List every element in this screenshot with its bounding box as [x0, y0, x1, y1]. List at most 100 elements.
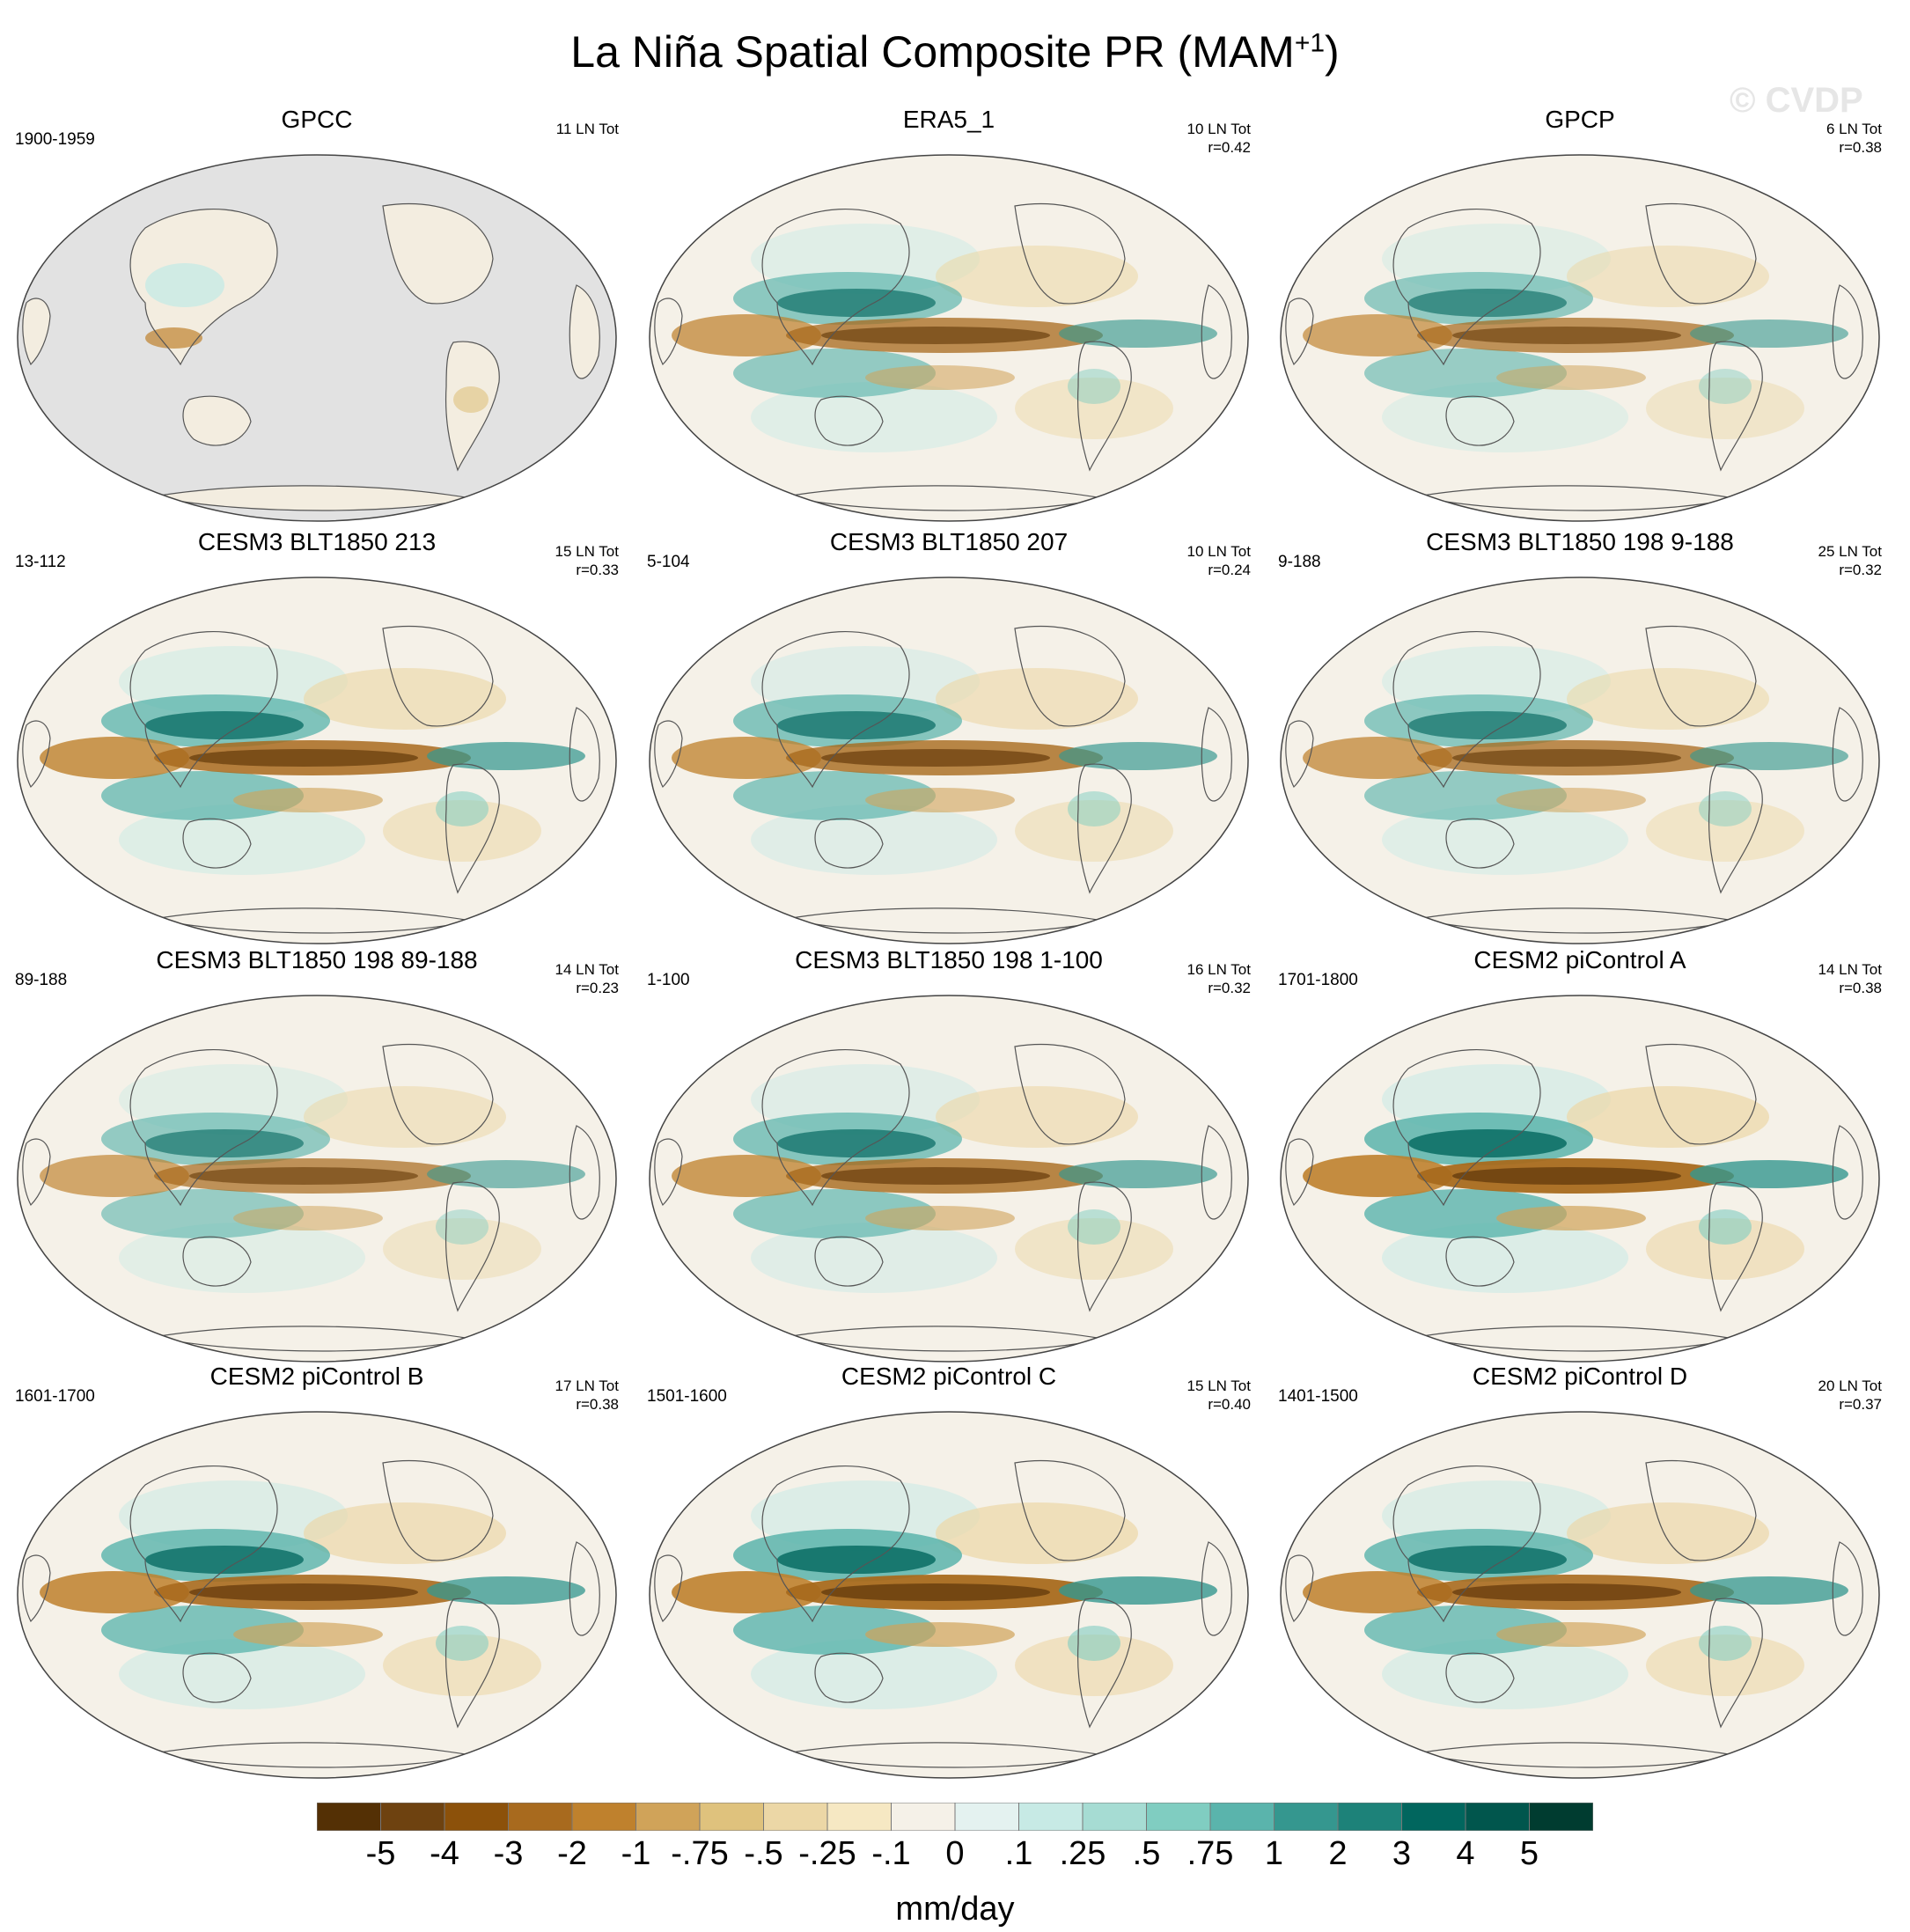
map-panel: CESM2 piControl A 1701-1800 14 LN Tot r=0.3…: [1276, 946, 1884, 1363]
colorbar-swatch: [508, 1803, 573, 1831]
panel-stats: 16 LN Tot r=0.32: [1187, 960, 1251, 997]
panel-title: CESM3 BLT1850 207: [829, 528, 1069, 555]
robinson-map: [1280, 1411, 1880, 1779]
colorbar-tick-label: 3: [1392, 1835, 1412, 1872]
panel-stats: 14 LN Tot r=0.23: [555, 960, 619, 997]
figure-title: La Niña Spatial Composite PR (MAM+1): [570, 27, 1340, 77]
panel-stats: 15 LN Tot r=0.33: [555, 542, 619, 579]
map-panel: CESM2 piControl C 1501-1600 15 LN Tot r=0.4…: [645, 1363, 1253, 1779]
colorbar-tick-label: -4: [430, 1835, 459, 1872]
colorbar-tick-label: -.75: [671, 1835, 729, 1872]
panel-title: ERA5_1: [902, 106, 995, 133]
robinson-map: [649, 154, 1249, 522]
colorbar-swatch: [635, 1803, 701, 1831]
colorbar-label: mm/day: [895, 1891, 1015, 1928]
panel-stats: 10 LN Tot r=0.42: [1187, 120, 1251, 157]
composite-count: 10 LN Tot: [1186, 121, 1251, 137]
pattern-correlation: r=0.32: [1839, 562, 1882, 578]
composite-count: 15 LN Tot: [555, 543, 619, 560]
colorbar-tick-label: .25: [1059, 1835, 1106, 1872]
panel-title: GPCP: [1545, 106, 1615, 133]
panel-title: GPCC: [281, 106, 353, 133]
colorbar-swatch: [954, 1803, 1019, 1831]
colorbar-swatch: [1465, 1803, 1530, 1831]
colorbar-tick-label: 5: [1519, 1835, 1539, 1872]
panel-title: CESM3 BLT1850 198 9-188: [1426, 528, 1734, 555]
panel-period: 1900-1959: [15, 130, 95, 149]
composite-count: 11 LN Tot: [555, 121, 619, 137]
pattern-correlation: r=0.38: [1839, 980, 1882, 996]
robinson-map: [649, 577, 1249, 944]
pattern-correlation: r=0.23: [576, 980, 619, 996]
colorbar-tick-label: .1: [1004, 1835, 1033, 1872]
colorbar-swatch: [826, 1803, 892, 1831]
map-panel: GPCC 1900-1959 11 LN Tot: [13, 106, 621, 522]
colorbar-swatch: [763, 1803, 828, 1831]
composite-count: 25 LN Tot: [1818, 543, 1882, 560]
colorbar-swatch: [1209, 1803, 1275, 1831]
robinson-map: [649, 1411, 1249, 1779]
panel-title: CESM2 piControl D: [1472, 1363, 1688, 1390]
robinson-map: [17, 995, 617, 1363]
pattern-correlation: r=0.33: [576, 562, 619, 578]
colorbar-swatch: [699, 1803, 764, 1831]
panel-stats: 25 LN Tot r=0.32: [1818, 542, 1882, 579]
map-panel: ERA5_1 10 LN Tot r=0.42: [645, 106, 1253, 522]
colorbar-tick-label: 2: [1328, 1835, 1348, 1872]
robinson-map: [17, 1411, 617, 1779]
colorbar-swatch: [1337, 1803, 1402, 1831]
map-panel: GPCP 6 LN Tot r=0.38: [1276, 106, 1884, 522]
colorbar-tick-label: 0: [945, 1835, 965, 1872]
map-panel: CESM3 BLT1850 213 13-112 15 LN Tot r=0.33: [13, 528, 621, 944]
composite-count: 20 LN Tot: [1818, 1377, 1882, 1394]
colorbar-swatch: [380, 1803, 445, 1831]
panel-period: 1401-1500: [1278, 1387, 1358, 1406]
panel-period: 9-188: [1278, 553, 1321, 571]
composite-count: 16 LN Tot: [1186, 961, 1251, 978]
colorbar-tick-label: 4: [1456, 1835, 1475, 1872]
panel-title: CESM3 BLT1850 198 89-188: [156, 946, 478, 973]
panel-period: 1601-1700: [15, 1387, 95, 1406]
colorbar-swatch: [1146, 1803, 1211, 1831]
robinson-map: [17, 577, 617, 944]
colorbar-swatch: [444, 1803, 509, 1831]
composite-count: 15 LN Tot: [1186, 1377, 1251, 1394]
map-panel: CESM3 BLT1850 198 1-100 1-100 16 LN Tot r=0…: [645, 946, 1253, 1363]
colorbar-swatch: [1401, 1803, 1466, 1831]
panel-title: CESM3 BLT1850 213: [197, 528, 437, 555]
composite-count: 17 LN Tot: [555, 1377, 619, 1394]
map-panel: CESM3 BLT1850 198 89-188 89-188 14 LN Tot r…: [13, 946, 621, 1363]
panel-title: CESM3 BLT1850 198 1-100: [795, 946, 1103, 973]
pattern-correlation: r=0.38: [1839, 139, 1882, 156]
map-panel: CESM2 piControl D 1401-1500 20 LN Tot r=0.3…: [1276, 1363, 1884, 1779]
colorbar-tick-label: -2: [557, 1835, 587, 1872]
panel-period: 13-112: [15, 553, 66, 571]
panel-period: 1701-1800: [1278, 971, 1358, 989]
panel-period: 89-188: [15, 971, 68, 989]
watermark: © CVDP: [1730, 81, 1863, 120]
panel-period: 5-104: [647, 553, 690, 571]
panel-stats: 11 LN Tot: [556, 120, 619, 138]
pattern-correlation: r=0.24: [1208, 562, 1251, 578]
colorbar-tick-label: -3: [493, 1835, 524, 1872]
colorbar-swatch: [571, 1803, 636, 1831]
panel-stats: 20 LN Tot r=0.37: [1818, 1377, 1882, 1414]
colorbar-swatch: [317, 1803, 381, 1831]
composite-count: 10 LN Tot: [1186, 543, 1251, 560]
map-panel: CESM2 piControl B 1601-1700 17 LN Tot r=0.3…: [13, 1363, 621, 1779]
map-panel: CESM3 BLT1850 207 5-104 10 LN Tot r=0.24: [645, 528, 1253, 944]
colorbar-tick-label: .5: [1132, 1835, 1161, 1872]
panel-period: 1-100: [647, 971, 690, 989]
colorbar-tick-label: -.1: [871, 1835, 911, 1872]
colorbar-swatch: [1529, 1803, 1593, 1831]
colorbar-swatch: [891, 1803, 956, 1831]
panel-stats: 15 LN Tot r=0.40: [1187, 1377, 1251, 1414]
robinson-map: [1280, 995, 1880, 1363]
panel-title: CESM2 piControl B: [209, 1363, 424, 1390]
robinson-map: [17, 154, 617, 522]
pattern-correlation: r=0.40: [1208, 1396, 1251, 1413]
panel-title: CESM2 piControl C: [841, 1363, 1057, 1390]
colorbar-tick-label: 1: [1264, 1835, 1284, 1872]
robinson-map: [1280, 154, 1880, 522]
colorbar-tick-label: .75: [1186, 1835, 1234, 1872]
